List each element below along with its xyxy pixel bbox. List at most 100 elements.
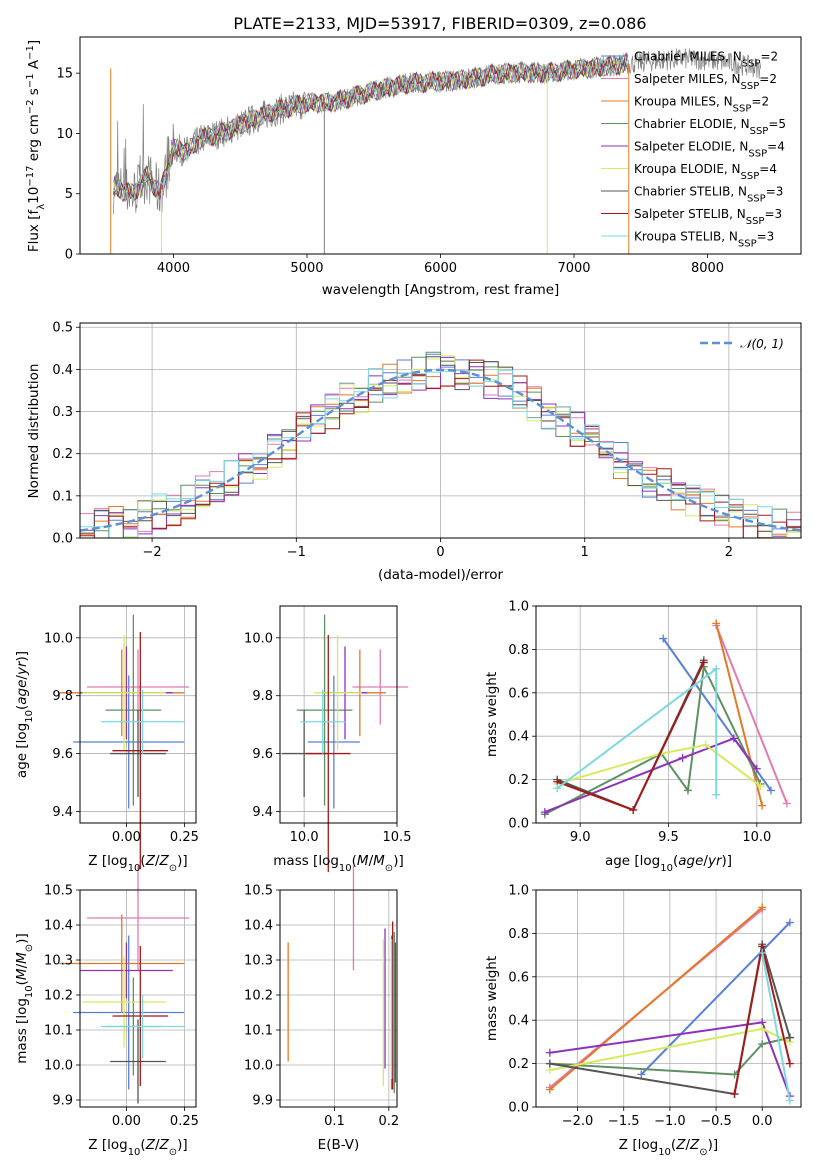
Z-mass-xlabel-part: ( <box>140 1137 145 1153</box>
Z-weight-xtick-label: −1.0 <box>654 1114 686 1129</box>
residuals-ylabel: Normed distribution <box>26 364 42 499</box>
legend-label-part: SSP <box>741 81 760 92</box>
mass-age-ytick-label: 10.0 <box>244 631 273 646</box>
legend-label-part: =3 <box>757 230 775 244</box>
spectrum-ylabel-part: Flux [f <box>26 209 42 253</box>
residuals-ytick-label: 0.3 <box>52 405 73 420</box>
Z-weight-marker <box>758 903 767 912</box>
Z-age-xlabel-part: 10 <box>128 863 141 874</box>
Z-age-xtick-label: 0.25 <box>170 830 199 845</box>
legend-label-part: SSP <box>750 126 769 137</box>
Z-weight-xtick-label: −2.0 <box>562 1114 594 1129</box>
Z-age-ylabel: age [log10(age/yr)] <box>14 651 35 778</box>
hist-kroupa-stelib <box>80 368 801 539</box>
residuals-ytick-label: 0.1 <box>52 489 73 504</box>
Z-mass-xlabel-part: ⊙ <box>169 1147 177 1158</box>
age-weight-marker <box>752 764 761 773</box>
spectrum-ylabel-part: λ <box>36 204 47 210</box>
legend-label-part: SSP <box>747 193 766 204</box>
hist-salpeter-stelib <box>80 359 801 539</box>
ebv-mass-ytick-label: 10.4 <box>244 919 273 934</box>
Z-mass-ylabel-part: ⊙ <box>24 944 35 952</box>
mass-age-frame <box>279 605 398 824</box>
age-weight-xlabel-part: age <box>678 853 703 869</box>
age-weight-xlabel-part: yr <box>707 853 723 869</box>
Z-age-ylabel-part: age [log <box>14 723 30 778</box>
spectrum-ytick-label: 15 <box>56 67 73 82</box>
Z-weight-ytick-label: 0.6 <box>508 970 529 985</box>
mass-age-xlabel: mass [log10(M/M⊙)] <box>273 853 403 874</box>
age-weight-series <box>556 743 762 787</box>
age-weight-xlabel: age [log10(age/yr)] <box>605 853 732 874</box>
age-weight-series <box>556 659 705 812</box>
age-weight-marker <box>712 664 721 673</box>
spectrum-xlabel: wavelength [Angstrom, rest frame] <box>322 282 560 298</box>
Z-age-xlabel-part: / <box>155 853 160 869</box>
Z-mass-xlabel: Z [log10(Z/Z⊙)] <box>88 1137 187 1158</box>
age-weight-marker <box>782 799 791 808</box>
spectrum-ylabel-part: A <box>26 59 42 73</box>
Z-weight-ytick-label: 0.8 <box>508 927 529 942</box>
Z-mass-ylabel: mass [log10(M/M⊙)] <box>14 933 35 1063</box>
Z-mass-xtick-label: 0.25 <box>170 1114 199 1129</box>
spectrum-ylabel-part: ] <box>26 40 42 45</box>
spectrum-ylabel-part: 10 <box>26 187 42 204</box>
spectrum-ylabel-part: erg cm <box>26 114 42 165</box>
ebv-mass-ytick-label: 10.0 <box>244 1059 273 1074</box>
Z-weight-ytick-label: 0.4 <box>508 1014 529 1029</box>
ebv-mass-ytick-label: 9.9 <box>252 1094 273 1109</box>
residuals-xtick-label: 1 <box>581 545 589 560</box>
Z-weight-marker <box>637 1070 646 1079</box>
legend-label-part: Salpeter MILES, N <box>634 72 741 86</box>
mass-age-ytick-label: 9.8 <box>252 689 273 704</box>
spectrum-ylabel: Flux [fλ10−17 erg cm−2 s−1 A−1] <box>25 40 47 252</box>
age-weight-marker <box>678 753 687 762</box>
legend-label-part: SSP <box>748 148 767 159</box>
legend-label-part: =3 <box>766 185 784 199</box>
spectrum-xtick-label: 5000 <box>290 261 323 276</box>
ebv-mass-xtick-label: 0.1 <box>324 1114 345 1129</box>
spectrum-frame <box>79 36 802 255</box>
mass-age-xlabel-part: )] <box>393 853 404 869</box>
legend-label: Salpeter MILES, NSSP=2 <box>634 72 777 92</box>
spectrum-xtick-label: 7000 <box>557 261 590 276</box>
Z-age-xlabel-part: ⊙ <box>169 863 177 874</box>
legend-label-part: Chabrier STELIB, N <box>634 185 747 199</box>
Z-age-ylabel-part: yr <box>14 660 30 676</box>
Z-mass-ytick-label: 10.5 <box>44 884 73 899</box>
age-weight-xlabel-part: ( <box>673 853 678 869</box>
Z-age-ytick-label: 9.6 <box>52 747 73 762</box>
Z-mass-ylabel-part: )] <box>14 933 30 944</box>
Z-weight-xlabel-part: Z <box>675 1137 686 1153</box>
ebv-mass-xlabel: E(B-V) <box>318 1137 360 1153</box>
legend-label-part: Kroupa MILES, N <box>634 95 733 109</box>
Z-mass-ytick-label: 10.2 <box>44 989 73 1004</box>
age-weight-marker <box>712 790 721 799</box>
legend-label-part: =5 <box>768 117 786 131</box>
legend-label-part: =2 <box>759 72 777 86</box>
Z-weight-marker <box>545 1059 554 1068</box>
legend-label-part: SSP <box>738 238 757 249</box>
ebv-mass-xtick-label: 0.2 <box>378 1114 399 1129</box>
mass-age-xlabel-part: M <box>373 853 385 869</box>
age-weight-xlabel-part: / <box>703 853 708 869</box>
data-layer <box>59 48 802 1105</box>
age-weight-xlabel-part: 10 <box>660 863 673 874</box>
age-weight-ytick-label: 0.4 <box>508 730 529 745</box>
Z-weight-ytick-label: 0.0 <box>508 1101 529 1116</box>
residuals-ytick-label: 0.4 <box>52 363 73 378</box>
legend-label: Chabrier STELIB, NSSP=3 <box>634 185 783 205</box>
spectrum-model-chabrier-elodie <box>112 56 628 202</box>
age-weight-ylabel: mass weight <box>484 672 500 757</box>
spectrum-xtick-label: 8000 <box>691 261 724 276</box>
residuals-xtick-label: −1 <box>287 545 306 560</box>
Z-age-ytick-label: 9.8 <box>52 689 73 704</box>
Z-mass-ytick-label: 9.9 <box>52 1094 73 1109</box>
ebv-mass-ytick-label: 10.5 <box>244 884 273 899</box>
residuals-ytick-label: 0.5 <box>52 321 73 336</box>
Z-age-xlabel-part: Z [log <box>88 853 127 869</box>
Z-age-ylabel-part: / <box>14 675 30 680</box>
legend-label-part: Salpeter ELODIE, N <box>634 140 748 154</box>
Z-weight-series <box>549 906 763 1091</box>
age-weight-marker <box>540 808 549 817</box>
